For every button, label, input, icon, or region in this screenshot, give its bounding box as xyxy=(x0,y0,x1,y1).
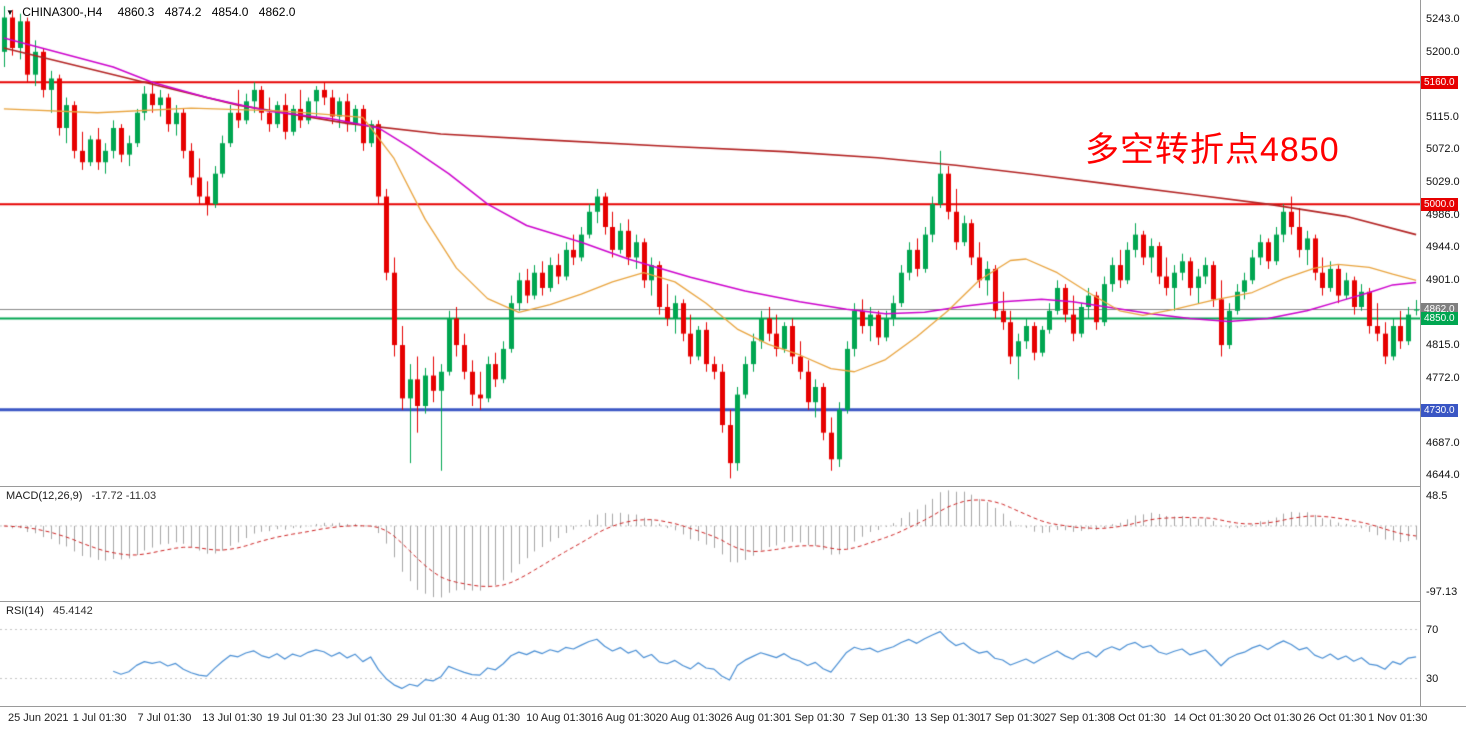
time-axis-label: 1 Nov 01:30 xyxy=(1368,712,1428,724)
panel-separator[interactable] xyxy=(0,486,1466,487)
time-axis-label: 26 Oct 01:30 xyxy=(1303,712,1367,724)
symbol-period-label: CHINA300-,H4 xyxy=(22,5,103,19)
macd-values-text: -17.72 -11.03 xyxy=(91,490,157,502)
ohlc-open-value: 4860.3 xyxy=(117,5,155,19)
ohlc-close-value: 4862.0 xyxy=(258,5,296,19)
axis-tick-label: 4901.0 xyxy=(1426,274,1460,286)
price-axis[interactable]: 5243.0 5200.0 5115.0 5072.0 5029.0 4986.0 4944… xyxy=(1420,0,1466,706)
candlestick-chart-canvas[interactable] xyxy=(0,0,1420,486)
time-axis-label: 4 Aug 01:30 xyxy=(461,712,521,724)
time-axis-label: 7 Sep 01:30 xyxy=(849,712,910,724)
time-axis-label: 29 Jul 01:30 xyxy=(396,712,457,724)
axis-tick-label: 30 xyxy=(1426,673,1439,685)
rsi-value-text: 45.4142 xyxy=(52,605,93,617)
macd-indicator-label: MACD(12,26,9) -17.72 -11.03 xyxy=(6,490,156,502)
axis-tick-label: 4944.0 xyxy=(1426,241,1460,253)
time-axis-label: 14 Oct 01:30 xyxy=(1173,712,1237,724)
time-axis-label: 13 Jul 01:30 xyxy=(202,712,263,724)
time-axis-label: 23 Jul 01:30 xyxy=(331,712,392,724)
time-axis-label: 16 Aug 01:30 xyxy=(590,712,656,724)
axis-tick-label: 48.5 xyxy=(1426,490,1448,502)
time-axis-label: 27 Sep 01:30 xyxy=(1044,712,1110,724)
axis-tick-label: 70 xyxy=(1426,624,1439,636)
axis-tick-label: 4772.0 xyxy=(1426,372,1460,384)
axis-tick-label: 5243.0 xyxy=(1426,13,1460,25)
chart-dropdown-icon[interactable]: ▼ xyxy=(6,8,14,17)
axis-tick-label: 5029.0 xyxy=(1426,176,1460,188)
macd-indicator-canvas[interactable] xyxy=(0,487,1420,601)
axis-tick-label: 5115.0 xyxy=(1426,111,1459,123)
chart-header: ▼ CHINA300-,H4 4860.3 4874.2 4854.0 4862… xyxy=(6,5,302,19)
time-axis-label: 1 Jul 01:30 xyxy=(72,712,127,724)
time-axis-label: 25 Jun 2021 xyxy=(8,712,69,724)
time-axis-label: 13 Sep 01:30 xyxy=(914,712,981,724)
price-badge: 5000.0 xyxy=(1421,198,1458,211)
time-axis-label: 19 Jul 01:30 xyxy=(267,712,327,724)
panel-separator[interactable] xyxy=(0,601,1466,602)
time-axis-label: 20 Oct 01:30 xyxy=(1238,712,1302,724)
axis-tick-label: 4815.0 xyxy=(1426,339,1460,351)
ohlc-low-value: 4854.0 xyxy=(211,5,249,19)
rsi-label-text: RSI(14) xyxy=(6,605,44,617)
rsi-indicator-label: RSI(14) 45.4142 xyxy=(6,605,93,617)
axis-tick-label: 4687.0 xyxy=(1426,437,1460,449)
annotation-text: 多空转折点4850 xyxy=(1085,131,1340,169)
panel-separator xyxy=(0,706,1466,707)
axis-tick-label: -97.13 xyxy=(1426,586,1458,598)
time-axis-label: 20 Aug 01:30 xyxy=(655,712,721,724)
time-axis-label: 1 Sep 01:30 xyxy=(785,712,845,724)
time-axis-label: 26 Aug 01:30 xyxy=(720,712,786,724)
rsi-indicator-canvas[interactable] xyxy=(0,602,1420,706)
time-axis-label: 17 Sep 01:30 xyxy=(979,712,1045,724)
macd-label-text: MACD(12,26,9) xyxy=(6,490,83,502)
axis-tick-label: 4644.0 xyxy=(1426,469,1460,481)
axis-tick-label: 4986.0 xyxy=(1426,209,1460,221)
price-badge: 4730.0 xyxy=(1421,404,1458,417)
axis-tick-label: 5200.0 xyxy=(1426,46,1460,58)
time-axis-label: 8 Oct 01:30 xyxy=(1108,712,1166,724)
ohlc-high-value: 4874.2 xyxy=(164,5,202,19)
time-axis[interactable]: 25 Jun 2021 1 Jul 01:30 7 Jul 01:30 13 Jul … xyxy=(0,707,1466,731)
price-badge: 4850.0 xyxy=(1421,312,1458,325)
axis-tick-label: 5072.0 xyxy=(1426,143,1460,155)
time-axis-label: 7 Jul 01:30 xyxy=(137,712,192,724)
price-badge: 5160.0 xyxy=(1421,76,1458,89)
time-axis-label: 10 Aug 01:30 xyxy=(526,712,591,724)
